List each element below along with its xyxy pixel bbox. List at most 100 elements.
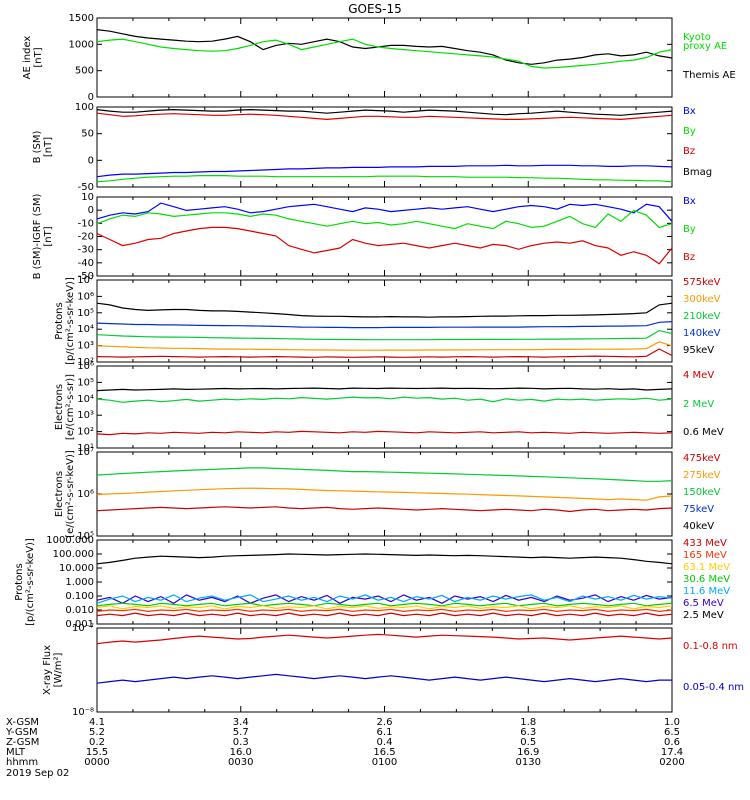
y-tick-label: 100.000: [53, 549, 94, 560]
legend-entry: Bmag: [683, 167, 712, 178]
y-axis-label: Electrons[e/(cm²-s-sr-keV)]: [54, 450, 76, 538]
y-tick-label: 10⁷: [77, 447, 94, 458]
panel-7: 0.001 0.010 0.100 1.000 10.000 100.000 1000.00…: [14, 535, 730, 630]
series-line-1: [96, 387, 673, 392]
y-axis-label-line: [p/(cm²-s-sr-keV)]: [65, 277, 76, 365]
ephemeris-value: 0.6: [664, 737, 680, 748]
y-axis-label-line: AE index: [22, 36, 33, 80]
y-tick-label: 10⁶: [77, 291, 94, 302]
legend-entry: By: [683, 126, 696, 137]
y-tick-label: 0.100: [65, 591, 94, 602]
series-line-2: [96, 38, 673, 69]
y-tick-label: 1000: [69, 39, 94, 50]
y-axis-label-line: [nT]: [33, 47, 44, 67]
legend-entry: Bx: [683, 106, 696, 117]
legend-entry: 2 MeV: [683, 399, 714, 410]
series-line-7: [96, 612, 673, 617]
series-line-4: [96, 341, 673, 351]
y-axis-label-line: [W/m²]: [53, 652, 64, 687]
legend-entry: 6.5 MeV: [683, 598, 724, 609]
ephemeris-value: 1.0: [664, 717, 680, 728]
ephemeris-value: 16.0: [230, 747, 252, 758]
ephemeris-value: 0.4: [377, 737, 393, 748]
y-tick-label: 0: [88, 155, 94, 166]
series-line-1: [96, 29, 673, 65]
panel-3: -50 -40 -30 -20 -10 0 10 B (SM)-IGRF (SM)[nT] Bx…: [32, 192, 696, 282]
y-axis-label: Protons[p/(cm²-s-sr-keV)]: [14, 538, 36, 626]
y-tick-label: 10⁵: [77, 531, 94, 542]
y-tick-label: 500: [75, 66, 94, 77]
series-line-5: [96, 605, 673, 610]
y-tick-label: 10⁴: [77, 394, 94, 405]
legend-entry: 140keV: [683, 328, 721, 339]
legend-entry: 95keV: [683, 345, 714, 356]
legend-entry: 0.1-0.8 nm: [683, 641, 738, 652]
series-line-6: [96, 608, 673, 613]
y-tick-label: -10: [78, 218, 94, 229]
y-axis-label-line: Electrons: [54, 471, 65, 517]
y-axis-label-line: [p/(cm²-s-sr-keV)]: [25, 538, 36, 626]
y-axis-label-line: B (SM)-IGRF (SM): [32, 194, 43, 280]
legend-entry: 575keV: [683, 277, 721, 288]
ephemeris-value: 0100: [372, 757, 397, 768]
panel-frame: [96, 539, 673, 625]
panel-4: 10²10³10⁴10⁵10⁶10⁷Protons[p/(cm²-s-sr-ke…: [54, 275, 721, 368]
y-tick-label: -40: [78, 258, 94, 269]
y-tick-label: 10³: [77, 341, 94, 352]
series-line-3: [96, 506, 673, 513]
series-line-3: [96, 164, 673, 178]
y-axis-label-line: [e/(cm²-s-sr-keV)]: [65, 450, 76, 538]
series-line-5: [96, 348, 673, 358]
ephemeris-row-label: Z-GSM: [6, 737, 39, 748]
y-axis-label: B (SM)[nT]: [32, 130, 54, 163]
series-line-1: [96, 467, 673, 482]
series-line-3: [96, 594, 673, 604]
y-tick-label: 50: [81, 129, 94, 140]
series-line-2: [96, 487, 673, 501]
y-tick-label: 10⁴: [77, 324, 94, 335]
y-tick-label: 10⁶: [77, 361, 94, 372]
series-line-2: [96, 396, 673, 403]
legend-entry: 150keV: [683, 487, 721, 498]
series-line-3: [96, 226, 673, 265]
panel-frame: [96, 196, 673, 277]
series-line-3: [96, 430, 673, 436]
legend-entry: 475keV: [683, 453, 721, 464]
y-axis-label: AE index[nT]: [22, 36, 44, 80]
y-tick-label: -20: [78, 232, 94, 243]
ephemeris-value: 6.3: [520, 727, 536, 738]
panel-8: 10⁻⁸ 10⁻⁷ X-ray Flux[W/m²] 0.1-0.8 nm 0.05-0…: [42, 623, 744, 718]
ephemeris-value: 0.3: [233, 737, 249, 748]
legend-entry: 75keV: [683, 504, 714, 515]
legend-entry: 11.6 MeV: [683, 586, 730, 597]
panel-frame: [96, 106, 673, 188]
y-axis-label-line: B (SM): [32, 130, 43, 163]
panel-5: 10¹10²10³10⁴10⁵10⁶Electrons[e/(cm²-s-sr)…: [54, 361, 724, 454]
legend-entry: Bx: [683, 196, 696, 207]
y-axis-label-line: X-ray Flux: [42, 645, 53, 695]
ephemeris-value: 5.2: [89, 727, 105, 738]
panel-frame: [96, 451, 673, 537]
legend-entry: 30.6 MeV: [683, 574, 730, 585]
ephemeris-value: 6.5: [664, 727, 680, 738]
legend-entry: 2.5 MeV: [683, 610, 724, 621]
legend-entry: 0.05-0.4 nm: [683, 682, 744, 693]
series-line-1: [96, 302, 673, 318]
y-tick-label: 10³: [77, 410, 94, 421]
series-line-1: [96, 553, 673, 565]
ephemeris-value: 5.7: [233, 727, 249, 738]
series-line-2: [96, 209, 673, 230]
y-tick-label: 10⁶: [77, 489, 94, 500]
ephemeris-value: 3.4: [233, 717, 249, 728]
ephemeris-row-label: hhmm: [6, 757, 38, 768]
ephemeris-value: 16.9: [517, 747, 539, 758]
series-line-1: [96, 202, 673, 222]
y-tick-label: 10⁻⁸: [72, 707, 94, 718]
y-axis-label: X-ray Flux[W/m²]: [42, 645, 64, 695]
y-tick-label: 10²: [77, 427, 94, 438]
ephemeris-value: 0030: [228, 757, 253, 768]
y-tick-label: 1500: [69, 13, 94, 24]
y-tick-label: 10⁷: [77, 275, 94, 286]
legend-entry: proxy AE: [683, 41, 727, 52]
